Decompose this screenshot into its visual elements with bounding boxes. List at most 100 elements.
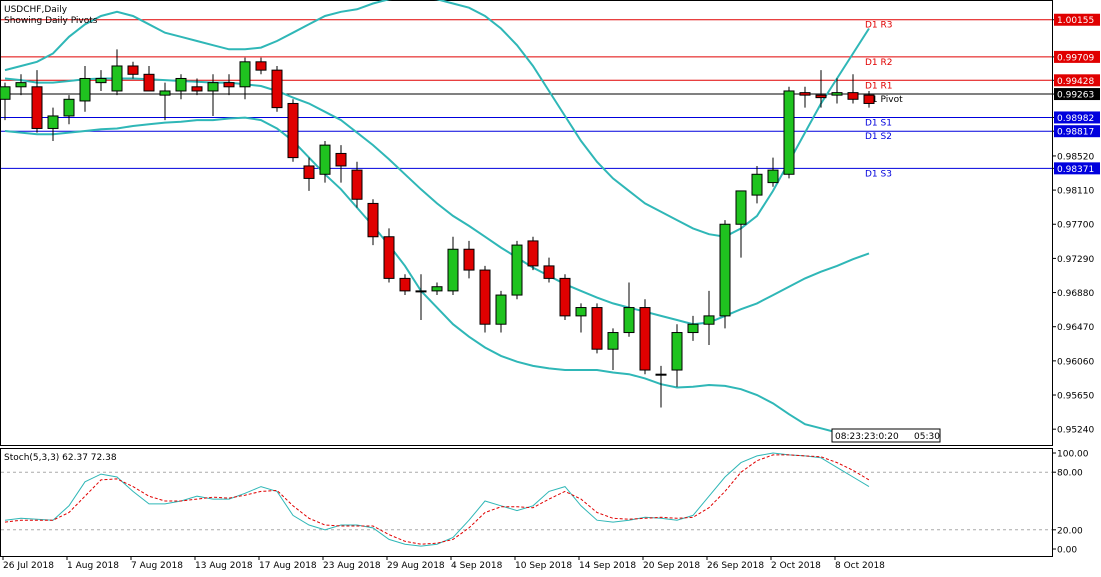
- price-tick-label: 0.98520: [1057, 152, 1094, 162]
- candle: [207, 74, 219, 116]
- candle: [623, 282, 635, 337]
- stoch-main-line: [4, 452, 870, 547]
- candle: [559, 274, 571, 321]
- candle: [735, 190, 747, 258]
- candle-body: [15, 82, 27, 88]
- candle-body: [575, 307, 587, 317]
- price-tag-box: [1054, 13, 1100, 26]
- candle-body: [399, 277, 411, 292]
- candle: [287, 99, 299, 162]
- candle: [463, 240, 475, 279]
- pivot-label: D1 S1: [865, 118, 892, 128]
- candle-body: [783, 90, 795, 175]
- candle-body: [143, 73, 155, 92]
- pivot-label: D1 R2: [865, 58, 893, 68]
- candle: [847, 74, 859, 104]
- candle-body: [447, 248, 459, 292]
- stoch-level-label: 0.00: [1057, 546, 1077, 556]
- candle: [351, 161, 363, 208]
- candle: [63, 95, 75, 125]
- candle-body: [319, 144, 331, 175]
- candle: [239, 57, 251, 100]
- pivot-label: D1 S2: [865, 132, 892, 142]
- candle: [783, 86, 795, 179]
- candle: [495, 290, 507, 333]
- candle: [79, 65, 91, 112]
- candle-body: [111, 65, 123, 92]
- candle: [767, 157, 779, 187]
- price-tag-box: [1054, 88, 1100, 101]
- candle: [543, 257, 555, 283]
- candle: [47, 107, 59, 141]
- date-axis: 26 Jul 2018 1 Aug 2018 7 Aug 2018 13 Aug 20…: [2, 556, 885, 571]
- candle: [703, 290, 715, 346]
- candle-body: [815, 94, 827, 99]
- candle-body: [223, 82, 235, 88]
- stochastic-panel-frame: [0, 448, 1053, 557]
- date-label: 1 Aug 2018: [67, 561, 119, 571]
- time-box-times: 08:23:23:0:20: [835, 432, 899, 442]
- date-label: 8 Oct 2018: [835, 561, 885, 571]
- candle-body: [0, 86, 11, 100]
- candle: [303, 157, 315, 191]
- stoch-level-label: 80.00: [1057, 469, 1083, 479]
- candle: [639, 299, 651, 375]
- price-tick-label: 0.97700: [1057, 221, 1094, 231]
- date-label: 7 Aug 2018: [131, 561, 183, 571]
- candle: [511, 240, 523, 300]
- candle: [607, 328, 619, 371]
- price-tag-box: [1054, 74, 1100, 87]
- candle: [431, 282, 443, 296]
- candle-body: [127, 65, 139, 75]
- candle-body: [383, 236, 395, 279]
- price-tick-label: 0.95240: [1057, 426, 1094, 436]
- candle: [863, 90, 875, 108]
- candle-body: [671, 332, 683, 371]
- candle-body: [591, 307, 603, 350]
- price-tick-label: 1.00155: [1057, 16, 1094, 26]
- candle: [575, 303, 587, 333]
- candle: [383, 228, 395, 283]
- candle: [335, 145, 347, 183]
- candle: [175, 74, 187, 100]
- price-panel[interactable]: D1 R3 D1 R2 D1 R1 D1 Pivot D1 S1 D1 S2 D1 S3: [0, 0, 1053, 446]
- candle-body: [623, 307, 635, 334]
- candle: [159, 82, 171, 121]
- candle-body: [207, 82, 219, 92]
- candle-body: [687, 323, 699, 334]
- date-label: 23 Aug 2018: [323, 561, 381, 571]
- time-box-remaining: 05:30: [914, 432, 940, 442]
- candle-body: [511, 244, 523, 296]
- date-label: 13 Aug 2018: [195, 561, 253, 571]
- pivot-label: D1 R3: [865, 21, 893, 31]
- candle: [719, 220, 731, 329]
- date-label: 10 Sep 2018: [515, 561, 572, 571]
- candle: [319, 140, 331, 183]
- candle: [271, 65, 283, 112]
- candle: [367, 199, 379, 246]
- candle-body: [31, 86, 43, 129]
- price-tick-label: 0.98982: [1057, 114, 1094, 124]
- stochastic-panel[interactable]: 100.00 80.00 20.00 0.00: [0, 448, 1089, 557]
- candle: [831, 78, 843, 104]
- candle-body: [831, 92, 843, 96]
- price-tag-box: [1054, 125, 1100, 138]
- candle-body: [719, 223, 731, 317]
- candle-body: [303, 165, 315, 179]
- price-tag-box: [1054, 111, 1100, 124]
- candle: [31, 70, 43, 133]
- bollinger-lower-band: [4, 116, 870, 442]
- candle-body: [79, 77, 91, 102]
- price-tick-label: 0.96060: [1057, 357, 1094, 367]
- candle-body: [63, 98, 75, 117]
- date-label: 17 Aug 2018: [259, 561, 317, 571]
- symbol-label: USDCHF,Daily: [4, 5, 68, 15]
- pivot-label: D1 S3: [865, 169, 892, 179]
- candle-body: [559, 277, 571, 317]
- candle: [15, 74, 27, 96]
- price-tick-label: 0.97290: [1057, 255, 1094, 265]
- price-tick-label: 0.95650: [1057, 392, 1094, 402]
- candle-body: [287, 102, 299, 159]
- candle: [399, 274, 411, 296]
